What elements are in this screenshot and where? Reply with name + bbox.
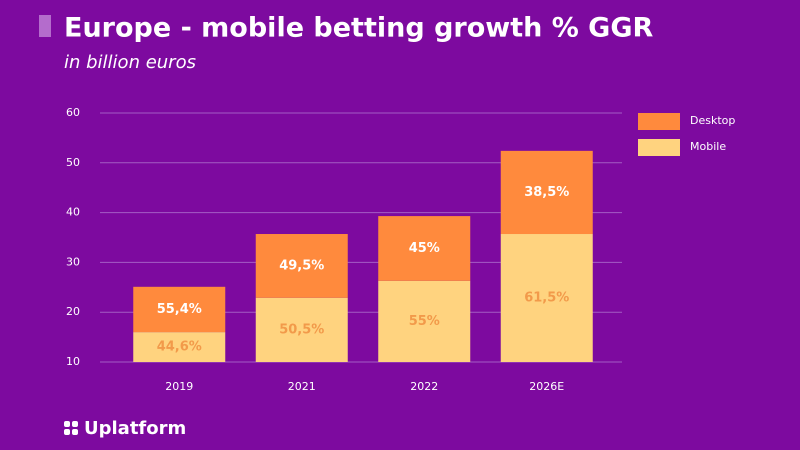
legend-label: Mobile bbox=[690, 140, 726, 153]
bar-segment bbox=[133, 286, 226, 333]
bar-segment bbox=[255, 297, 348, 362]
segment-label: 50,5% bbox=[279, 322, 324, 337]
segment-label: 38,5% bbox=[524, 185, 569, 200]
x-tick-label: 2026E bbox=[529, 380, 564, 393]
y-tick-label: 30 bbox=[66, 255, 80, 268]
y-tick-label: 40 bbox=[66, 206, 80, 219]
legend-swatch bbox=[638, 113, 680, 130]
x-tick-label: 2021 bbox=[288, 380, 316, 393]
segment-label: 55% bbox=[409, 314, 440, 329]
chart-subtitle: in billion euros bbox=[64, 52, 196, 73]
bar-segment bbox=[133, 332, 226, 362]
legend-swatch bbox=[638, 139, 680, 156]
x-tick-label: 2022 bbox=[410, 380, 438, 393]
segment-label: 45% bbox=[409, 241, 440, 256]
segment-label: 49,5% bbox=[279, 258, 324, 273]
segment-label: 55,4% bbox=[157, 302, 202, 317]
title-marker bbox=[39, 15, 51, 37]
y-tick-label: 60 bbox=[66, 106, 80, 119]
bar-segment bbox=[378, 216, 471, 281]
bar-segment bbox=[255, 234, 348, 298]
y-tick-label: 10 bbox=[66, 355, 80, 368]
y-tick-label: 50 bbox=[66, 156, 80, 169]
chart-title: Europe - mobile betting growth % GGR bbox=[64, 13, 654, 44]
y-tick-label: 20 bbox=[66, 305, 80, 318]
legend-label: Desktop bbox=[690, 114, 735, 127]
bar-segment bbox=[378, 280, 471, 362]
segment-label: 61,5% bbox=[524, 291, 569, 306]
x-tick-label: 2019 bbox=[165, 380, 193, 393]
bar-segment bbox=[500, 234, 593, 362]
logo bbox=[64, 421, 78, 435]
bar-segment bbox=[500, 150, 593, 235]
segment-label: 44,6% bbox=[157, 340, 202, 355]
brand: Uplatform bbox=[84, 418, 186, 439]
